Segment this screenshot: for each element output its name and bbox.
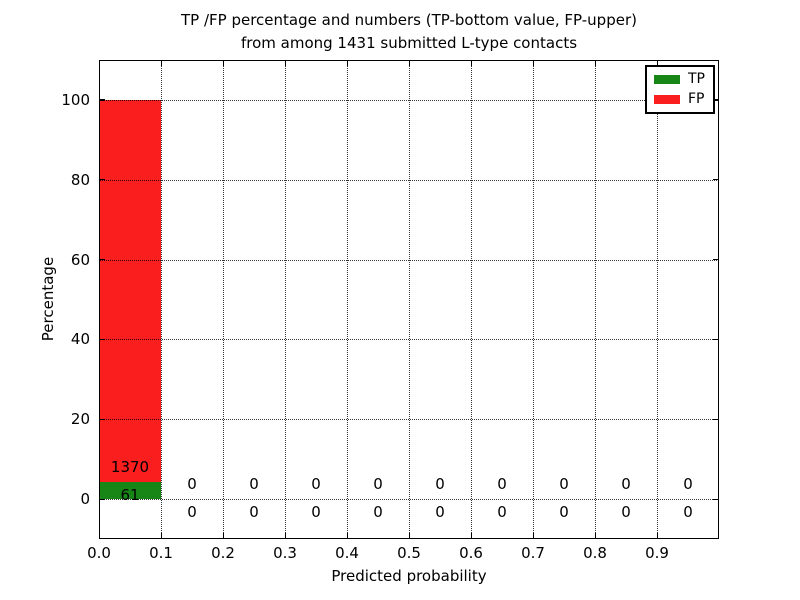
tick-mark bbox=[656, 60, 658, 66]
tick-mark bbox=[98, 533, 100, 539]
tp-count-label: 0 bbox=[249, 502, 259, 521]
y-axis-label: Percentage bbox=[39, 256, 57, 342]
tick-mark bbox=[99, 179, 105, 181]
y-tick-label: 100 bbox=[61, 90, 90, 109]
y-tick-label: 0 bbox=[80, 490, 90, 509]
fp-count-label: 0 bbox=[683, 475, 693, 494]
tick-mark bbox=[222, 60, 224, 66]
x-tick-label: 0.2 bbox=[211, 544, 235, 562]
tick-mark bbox=[99, 418, 105, 420]
fp-count-label: 0 bbox=[373, 475, 383, 494]
fp-count-label: 0 bbox=[621, 475, 631, 494]
fp-count-label: 0 bbox=[559, 475, 569, 494]
tick-mark bbox=[99, 498, 105, 500]
tp-count-label: 0 bbox=[311, 502, 321, 521]
x-tick-label: 0.4 bbox=[335, 544, 359, 562]
legend-fp-swatch bbox=[654, 95, 680, 104]
tick-mark bbox=[532, 60, 534, 66]
gridline-vertical bbox=[161, 60, 162, 539]
bar-tp bbox=[99, 482, 161, 500]
tick-mark bbox=[713, 99, 719, 101]
tp-count-label: 61 bbox=[120, 485, 140, 504]
x-tick-label: 0.3 bbox=[273, 544, 297, 562]
x-tick-label: 0.6 bbox=[459, 544, 483, 562]
legend-tp-label: TP bbox=[688, 71, 705, 87]
tick-mark bbox=[532, 533, 534, 539]
gridline-vertical bbox=[657, 60, 658, 539]
x-axis-label: Predicted probability bbox=[331, 567, 487, 585]
fp-count-label: 0 bbox=[435, 475, 445, 494]
tick-mark bbox=[408, 533, 410, 539]
fp-count-label: 0 bbox=[311, 475, 321, 494]
tick-mark bbox=[99, 259, 105, 261]
tp-count-label: 0 bbox=[559, 502, 569, 521]
y-tick-label: 80 bbox=[70, 170, 90, 189]
tick-mark bbox=[713, 338, 719, 341]
tick-mark bbox=[594, 60, 596, 66]
x-tick-label: 0.1 bbox=[149, 544, 173, 562]
tp-count-label: 0 bbox=[187, 502, 197, 521]
tp-count-label: 0 bbox=[497, 502, 507, 521]
y-tick-label: 40 bbox=[70, 330, 90, 349]
chart-title-line2: from among 1431 submitted L-type contact… bbox=[240, 34, 578, 52]
fp-count-label: 0 bbox=[187, 475, 197, 494]
tick-mark bbox=[99, 338, 105, 341]
tick-mark bbox=[656, 533, 658, 539]
tick-mark bbox=[713, 179, 719, 181]
tick-mark bbox=[346, 60, 348, 66]
legend: TP FP bbox=[645, 65, 715, 114]
fp-count-label: 1370 bbox=[110, 458, 150, 477]
tick-mark bbox=[98, 60, 100, 66]
chart-title-line1: TP /FP percentage and numbers (TP-bottom… bbox=[181, 11, 637, 29]
gridline-vertical bbox=[285, 60, 286, 539]
x-tick-label: 0.0 bbox=[87, 544, 111, 562]
tp-count-label: 0 bbox=[621, 502, 631, 521]
tick-mark bbox=[408, 60, 410, 66]
tp-count-label: 0 bbox=[683, 502, 693, 521]
gridline-vertical bbox=[533, 60, 534, 539]
tick-mark bbox=[713, 498, 719, 500]
bar-fp bbox=[99, 99, 161, 483]
legend-tp-swatch bbox=[654, 75, 680, 84]
legend-row-tp: TP bbox=[654, 72, 707, 87]
tick-mark bbox=[594, 533, 596, 539]
gridline-vertical bbox=[471, 60, 472, 539]
legend-row-fp: FP bbox=[654, 92, 707, 107]
tp-count-label: 0 bbox=[373, 502, 383, 521]
fp-count-label: 0 bbox=[497, 475, 507, 494]
gridline-vertical bbox=[409, 60, 410, 539]
tick-mark bbox=[284, 533, 286, 539]
tick-mark bbox=[713, 259, 719, 261]
x-tick-label: 0.8 bbox=[583, 544, 607, 562]
tick-mark bbox=[160, 60, 162, 66]
fp-count-label: 0 bbox=[249, 475, 259, 494]
x-tick-label: 0.7 bbox=[521, 544, 545, 562]
tick-mark bbox=[222, 533, 224, 539]
tick-mark bbox=[99, 99, 105, 101]
y-tick-label: 20 bbox=[70, 410, 90, 429]
tick-mark bbox=[470, 60, 472, 66]
y-tick-label: 60 bbox=[70, 250, 90, 269]
plot-area: 1370 61 0 0 0 0 0 0 0 0 0 0 0 0 0 0 0 0 0 0 bbox=[98, 60, 719, 539]
tick-mark bbox=[284, 60, 286, 66]
x-tick-label: 0.5 bbox=[397, 544, 421, 562]
gridline-vertical bbox=[223, 60, 224, 539]
legend-fp-label: FP bbox=[688, 91, 705, 107]
tick-mark bbox=[713, 418, 719, 420]
gridline-vertical bbox=[595, 60, 596, 539]
chart-title: TP /FP percentage and numbers (TP-bottom… bbox=[99, 9, 719, 55]
tp-count-label: 0 bbox=[435, 502, 445, 521]
tick-mark bbox=[160, 533, 162, 539]
gridline-vertical bbox=[347, 60, 348, 539]
tick-mark bbox=[470, 533, 472, 539]
x-tick-label: 0.9 bbox=[645, 544, 669, 562]
tick-mark bbox=[346, 533, 348, 539]
